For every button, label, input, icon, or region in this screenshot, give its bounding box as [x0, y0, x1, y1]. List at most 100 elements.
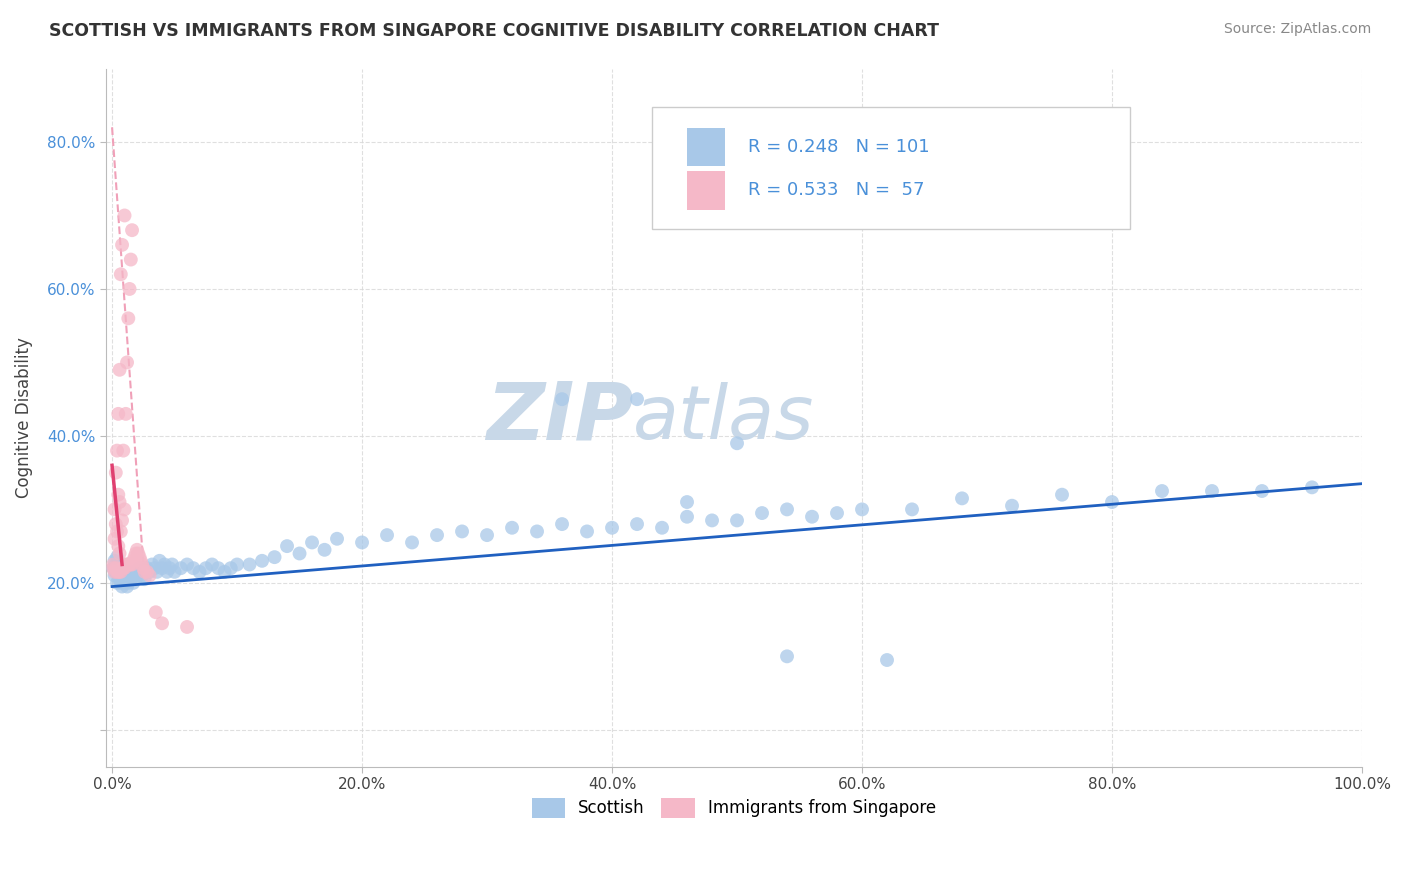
Point: [626, 517, 648, 532]
Point: [876, 653, 898, 667]
Point: [107, 539, 129, 553]
Point: [125, 546, 148, 560]
Point: [108, 546, 131, 560]
Bar: [688, 171, 725, 210]
Point: [103, 554, 125, 568]
Point: [127, 546, 149, 560]
Point: [132, 561, 155, 575]
Point: [600, 521, 623, 535]
Point: [825, 506, 848, 520]
Text: atlas: atlas: [634, 382, 815, 453]
Point: [226, 558, 249, 572]
Point: [776, 502, 799, 516]
Point: [1301, 480, 1323, 494]
FancyBboxPatch shape: [652, 107, 1129, 229]
Point: [238, 558, 260, 572]
Point: [105, 565, 128, 579]
Point: [104, 565, 127, 579]
Point: [114, 407, 136, 421]
Point: [114, 565, 136, 579]
Point: [108, 565, 131, 579]
Point: [250, 554, 273, 568]
Point: [170, 561, 193, 575]
Y-axis label: Cognitive Disability: Cognitive Disability: [15, 337, 32, 498]
Bar: [688, 128, 725, 166]
Point: [201, 558, 224, 572]
Point: [136, 565, 159, 579]
Point: [104, 517, 127, 532]
Point: [159, 561, 181, 575]
Point: [214, 565, 236, 579]
Point: [131, 568, 153, 582]
Point: [107, 558, 129, 572]
Point: [851, 502, 873, 516]
Point: [118, 282, 141, 296]
Point: [156, 565, 179, 579]
Point: [326, 532, 349, 546]
Text: SCOTTISH VS IMMIGRANTS FROM SINGAPORE COGNITIVE DISABILITY CORRELATION CHART: SCOTTISH VS IMMIGRANTS FROM SINGAPORE CO…: [49, 22, 939, 40]
Point: [129, 554, 152, 568]
Point: [181, 561, 204, 575]
Point: [108, 565, 131, 579]
Point: [576, 524, 599, 539]
Point: [263, 550, 285, 565]
Point: [124, 550, 146, 565]
Point: [1201, 483, 1223, 498]
Point: [901, 502, 924, 516]
Text: ZIP: ZIP: [486, 378, 634, 457]
Point: [107, 565, 129, 579]
Point: [105, 575, 128, 590]
Point: [105, 550, 128, 565]
Point: [122, 554, 145, 568]
Point: [111, 238, 134, 252]
Point: [103, 568, 125, 582]
Point: [1050, 488, 1073, 502]
Point: [103, 565, 125, 579]
Point: [103, 561, 125, 575]
Point: [301, 535, 323, 549]
Point: [112, 443, 135, 458]
Point: [950, 491, 973, 506]
Point: [501, 521, 523, 535]
Point: [138, 568, 160, 582]
Point: [401, 535, 423, 549]
Point: [219, 561, 242, 575]
Point: [120, 572, 142, 586]
Point: [114, 502, 136, 516]
Point: [475, 528, 498, 542]
Point: [143, 561, 166, 575]
Text: R = 0.248   N = 101: R = 0.248 N = 101: [748, 138, 929, 156]
Point: [117, 311, 139, 326]
Point: [751, 506, 773, 520]
Point: [1001, 499, 1024, 513]
Point: [1150, 483, 1173, 498]
Point: [163, 565, 186, 579]
Point: [375, 528, 398, 542]
Point: [134, 572, 156, 586]
Point: [136, 561, 159, 575]
Point: [188, 565, 211, 579]
Point: [145, 605, 167, 619]
Point: [128, 561, 150, 575]
Point: [124, 568, 146, 582]
Point: [551, 517, 574, 532]
Point: [114, 209, 136, 223]
Point: [118, 568, 141, 582]
Text: Source: ZipAtlas.com: Source: ZipAtlas.com: [1223, 22, 1371, 37]
Point: [125, 572, 148, 586]
Point: [110, 575, 132, 590]
Point: [150, 561, 173, 575]
Point: [276, 539, 298, 553]
Point: [111, 580, 134, 594]
Point: [138, 565, 160, 579]
Point: [112, 561, 135, 575]
Point: [725, 513, 748, 527]
Point: [121, 565, 143, 579]
Point: [115, 558, 138, 572]
Point: [108, 572, 131, 586]
Point: [107, 568, 129, 582]
Point: [426, 528, 449, 542]
Point: [104, 558, 127, 572]
Point: [120, 252, 142, 267]
Point: [103, 558, 125, 572]
